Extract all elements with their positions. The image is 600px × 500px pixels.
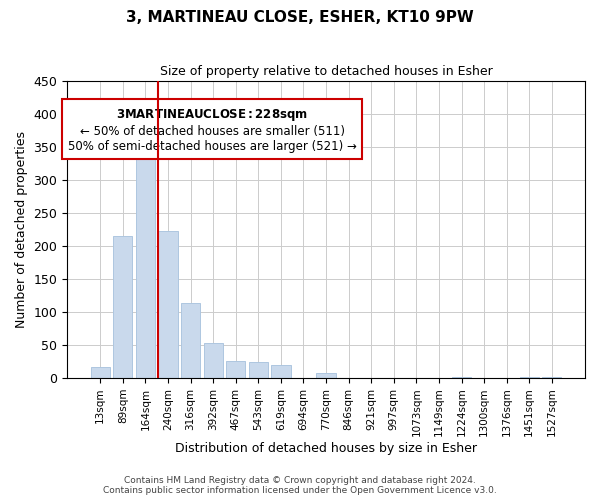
Bar [520, 376, 539, 378]
Bar [113, 236, 133, 378]
Title: Size of property relative to detached houses in Esher: Size of property relative to detached ho… [160, 65, 493, 78]
Bar [203, 343, 223, 378]
Y-axis label: Number of detached properties: Number of detached properties [15, 131, 28, 328]
Bar [542, 376, 562, 378]
Bar [249, 362, 268, 378]
Bar [136, 154, 155, 378]
Bar [181, 304, 200, 378]
Bar [226, 362, 245, 378]
Bar [452, 376, 471, 378]
Text: $\bf{3 MARTINEAU CLOSE: 228sqm}$
← 50% of detached houses are smaller (511)
50% : $\bf{3 MARTINEAU CLOSE: 228sqm}$ ← 50% o… [68, 108, 356, 154]
Bar [316, 374, 335, 378]
Bar [271, 366, 290, 378]
Text: 3, MARTINEAU CLOSE, ESHER, KT10 9PW: 3, MARTINEAU CLOSE, ESHER, KT10 9PW [126, 10, 474, 25]
Text: Contains HM Land Registry data © Crown copyright and database right 2024.
Contai: Contains HM Land Registry data © Crown c… [103, 476, 497, 495]
Bar [158, 231, 178, 378]
X-axis label: Distribution of detached houses by size in Esher: Distribution of detached houses by size … [175, 442, 477, 455]
Bar [91, 366, 110, 378]
